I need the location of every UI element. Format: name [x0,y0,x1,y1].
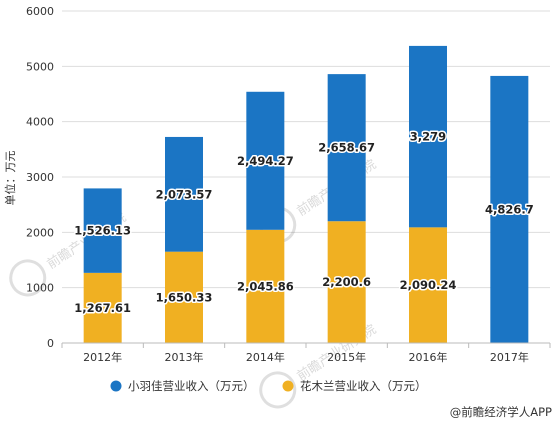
watermark-logo-icon [259,371,297,409]
x-tick-label: 2013年 [165,350,204,364]
data-label: 2,200.6 [322,275,371,289]
bar-segment [246,91,285,230]
legend-marker [282,380,294,392]
bar-segment [409,227,447,343]
y-axis-title: 单位：万元 [3,151,17,206]
watermark-logo-icon [9,259,47,297]
data-label: 2,494.27 [237,154,294,168]
data-label: 2,658.67 [318,141,375,155]
data-label: 4,826.7 [485,202,534,216]
legend-label: 小羽佳营业收入（万元） [128,379,255,393]
gridlines [62,10,550,289]
bar-segment [246,229,285,343]
bar-segment [490,75,529,343]
y-tick-label: 5000 [26,60,54,73]
footer-credit: @前瞻经济学人APP [450,405,552,419]
data-label: 2,073.57 [156,187,213,201]
legend: 小羽佳营业收入（万元） 花木兰营业收入（万元） [110,379,427,393]
data-label: 1,650.33 [156,290,213,304]
legend-marker [110,380,122,392]
bar-segment [165,251,203,343]
data-label: 2,090.24 [400,278,457,292]
y-tick-label: 3000 [26,171,54,184]
bar-segment [327,221,366,343]
data-labels: 1,267.61 1,526.13 1,650.33 2,073.57 2,045.86… [73,128,535,316]
data-label: 1,526.13 [74,224,131,238]
bar-segment [409,45,447,228]
bars [83,45,529,343]
data-label: 3,279 [410,130,446,144]
bar-segment [327,74,366,222]
y-tick-label: 4000 [26,116,54,129]
legend-label: 花木兰营业收入（万元） [300,379,427,393]
y-tick-label: 1000 [26,282,54,295]
y-tick-label: 0 [47,337,54,350]
x-tick-label: 2017年 [490,350,529,364]
x-tick-label: 2016年 [409,350,448,364]
x-tick-label: 2015年 [327,350,366,364]
bar-segment [83,272,122,343]
y-tick-label: 6000 [26,5,54,18]
bar-segment [83,188,122,273]
data-label: 1,267.61 [74,301,131,315]
axes: 0 1000 2000 3000 4000 5000 6000 2012年 2013年 2014年… [26,5,551,364]
bar-segment [165,136,203,252]
x-tick-label: 2014年 [246,350,285,364]
data-label: 2,045.86 [237,279,294,293]
y-tick-label: 2000 [26,226,54,239]
x-tick-label: 2012年 [83,350,122,364]
